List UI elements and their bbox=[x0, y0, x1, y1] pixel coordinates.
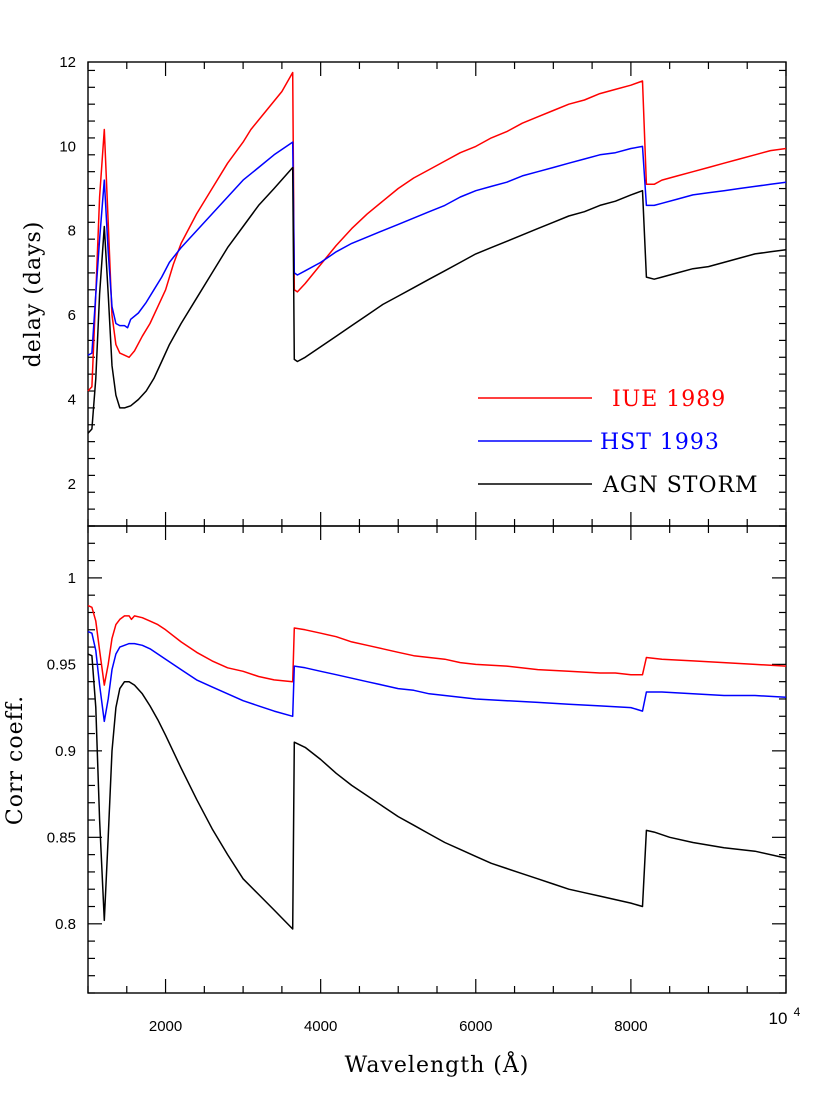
y-tick-label: 8 bbox=[68, 223, 76, 240]
y-tick-label: 0.9 bbox=[55, 743, 76, 760]
y-tick-label: 10 bbox=[59, 138, 76, 155]
correlation-axis-tick-labels: 0.8 0.85 0.9 0.95 1 bbox=[47, 570, 76, 933]
series-line-hst-1993 bbox=[87, 630, 787, 723]
delay-y-axis-title: delay (days) bbox=[21, 221, 46, 368]
correlation-series bbox=[87, 604, 787, 930]
series-line-iue-1989 bbox=[87, 604, 787, 686]
x-axis-title: Wavelength (Å) bbox=[345, 1050, 530, 1078]
legend: IUE 1989 HST 1993 AGN STORM bbox=[478, 387, 759, 498]
y-tick-label: 4 bbox=[68, 391, 76, 408]
y-tick-label: 6 bbox=[68, 307, 76, 324]
x-tick-label: 2000 bbox=[149, 1018, 182, 1035]
x-axis-tick-labels: 2000 4000 6000 8000 10 4 bbox=[149, 1005, 801, 1035]
legend-label-iue: IUE 1989 bbox=[612, 387, 726, 412]
x-tick-label: 6000 bbox=[459, 1018, 492, 1035]
y-tick-label: 2 bbox=[68, 476, 76, 493]
correlation-panel: 0.8 0.85 0.9 0.95 1 Corr coeff. bbox=[3, 525, 787, 994]
delay-panel-frame bbox=[87, 61, 787, 527]
y-tick-label: 12 bbox=[59, 54, 76, 71]
legend-label-agn: AGN STORM bbox=[602, 473, 759, 498]
delay-panel: 2 4 6 8 10 12 delay (days) bbox=[21, 54, 787, 527]
series-line-agn-storm bbox=[87, 653, 787, 930]
y-tick-label: 0.95 bbox=[47, 656, 76, 673]
y-tick-label: 0.8 bbox=[55, 916, 76, 933]
series-line-iue-1989 bbox=[87, 71, 787, 392]
x-tick-label: 8000 bbox=[614, 1018, 647, 1035]
delay-axis-tick-labels: 2 4 6 8 10 12 bbox=[59, 54, 76, 493]
y-tick-label: 0.85 bbox=[47, 829, 76, 846]
correlation-panel-frame bbox=[87, 525, 787, 994]
y-tick-label: 1 bbox=[68, 570, 76, 587]
delay-axis-ticks bbox=[87, 62, 787, 527]
legend-label-hst: HST 1993 bbox=[600, 430, 720, 455]
delay-series bbox=[87, 71, 787, 434]
series-line-agn-storm bbox=[87, 166, 787, 434]
x-tick-exponent: 4 bbox=[794, 1005, 801, 1019]
correlation-axis-ticks bbox=[87, 525, 787, 994]
series-line-hst-1993 bbox=[87, 141, 787, 356]
correlation-y-axis-title: Corr coeff. bbox=[3, 695, 28, 825]
x-tick-label: 4000 bbox=[304, 1018, 337, 1035]
x-tick-label: 10 bbox=[769, 1009, 788, 1028]
